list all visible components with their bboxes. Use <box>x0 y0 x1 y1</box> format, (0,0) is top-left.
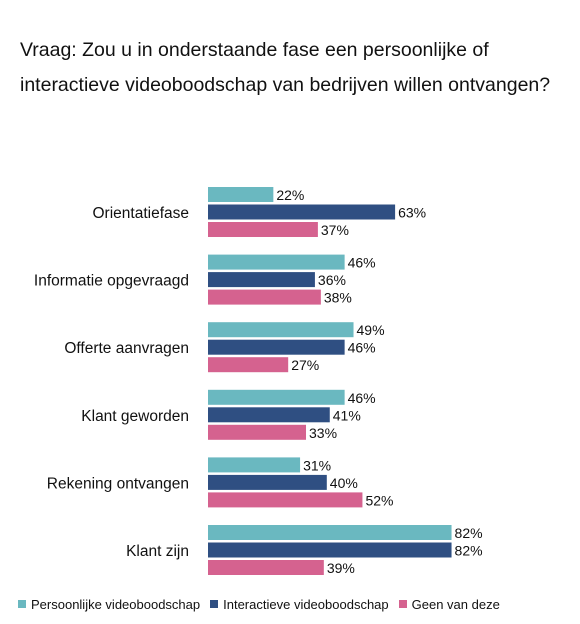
data-label: 40% <box>330 475 358 491</box>
bar <box>208 542 452 558</box>
legend-label: Geen van deze <box>411 596 500 612</box>
bar <box>208 339 345 355</box>
bar <box>208 322 354 338</box>
bar <box>208 204 396 220</box>
bar <box>208 254 345 270</box>
data-label: 36% <box>318 272 346 288</box>
data-label: 46% <box>348 340 376 356</box>
bar <box>208 389 345 405</box>
data-label: 82% <box>455 543 483 559</box>
data-label: 37% <box>321 222 349 238</box>
data-label: 31% <box>303 457 331 473</box>
data-label: 22% <box>276 187 304 203</box>
bar <box>208 560 324 575</box>
data-label: 82% <box>455 525 483 541</box>
legend: Persoonlijke videoboodschap Interactieve … <box>18 596 510 612</box>
bar <box>208 407 330 423</box>
category-label: Offerte aanvragen <box>64 340 189 357</box>
bar <box>208 187 274 202</box>
bar <box>208 474 327 490</box>
category-label: Orientatiefase <box>93 205 190 222</box>
bar <box>208 492 363 508</box>
legend-label: Persoonlijke videoboodschap <box>31 596 201 612</box>
data-label: 38% <box>324 290 352 306</box>
legend-label: Interactieve videoboodschap <box>223 596 389 612</box>
bar-chart: Orientatiefase 22% 63% 37% Informatie opgevr… <box>34 187 483 576</box>
legend-item: Persoonlijke videoboodschap <box>18 597 200 612</box>
legend-swatch <box>210 600 219 608</box>
data-label: 49% <box>357 322 385 338</box>
data-label: 27% <box>291 357 319 373</box>
category-label: Klant zijn <box>126 543 189 560</box>
bar <box>208 424 307 440</box>
bar <box>208 289 321 305</box>
data-label: 33% <box>309 425 337 441</box>
legend-swatch <box>398 600 407 608</box>
bar <box>208 222 318 237</box>
data-label: 39% <box>327 560 355 576</box>
data-label: 46% <box>348 390 376 406</box>
legend-item: Geen van deze <box>398 596 500 612</box>
bar <box>208 357 289 373</box>
bar <box>208 272 315 288</box>
data-label: 63% <box>398 205 426 221</box>
legend-swatch <box>18 600 26 608</box>
bar <box>208 457 301 473</box>
bar <box>208 525 452 540</box>
chart-title: Vraag: Zou u in onderstaande fase een pe… <box>20 39 551 96</box>
data-label: 52% <box>365 492 393 508</box>
category-label: Informatie opgevraagd <box>34 273 189 290</box>
category-label: Rekening ontvangen <box>47 475 189 492</box>
legend-item: Interactieve videoboodschap <box>210 597 389 612</box>
category-label: Klant geworden <box>81 408 189 425</box>
data-label: 41% <box>333 407 361 423</box>
data-label: 46% <box>348 255 376 271</box>
